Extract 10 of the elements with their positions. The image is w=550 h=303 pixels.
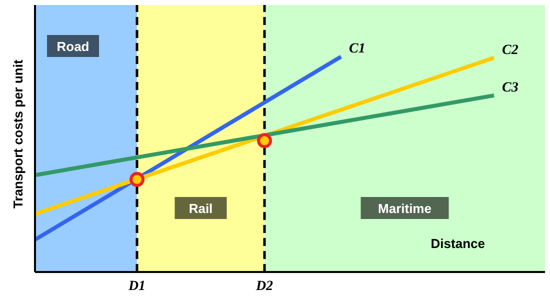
series-label: C1 [349, 42, 366, 57]
series-label: C3 [502, 80, 518, 96]
x-tick-label: D2 [254, 278, 274, 294]
text: Road [56, 39, 90, 54]
series-label: C2 [502, 42, 518, 58]
x-tick-label: D1 [127, 278, 146, 294]
x-axis-title: Distance [430, 236, 485, 251]
annotation: Rail [188, 201, 213, 216]
y-axis-title: Transport costs per unit [10, 59, 26, 208]
annotation: Maritime [378, 201, 432, 216]
